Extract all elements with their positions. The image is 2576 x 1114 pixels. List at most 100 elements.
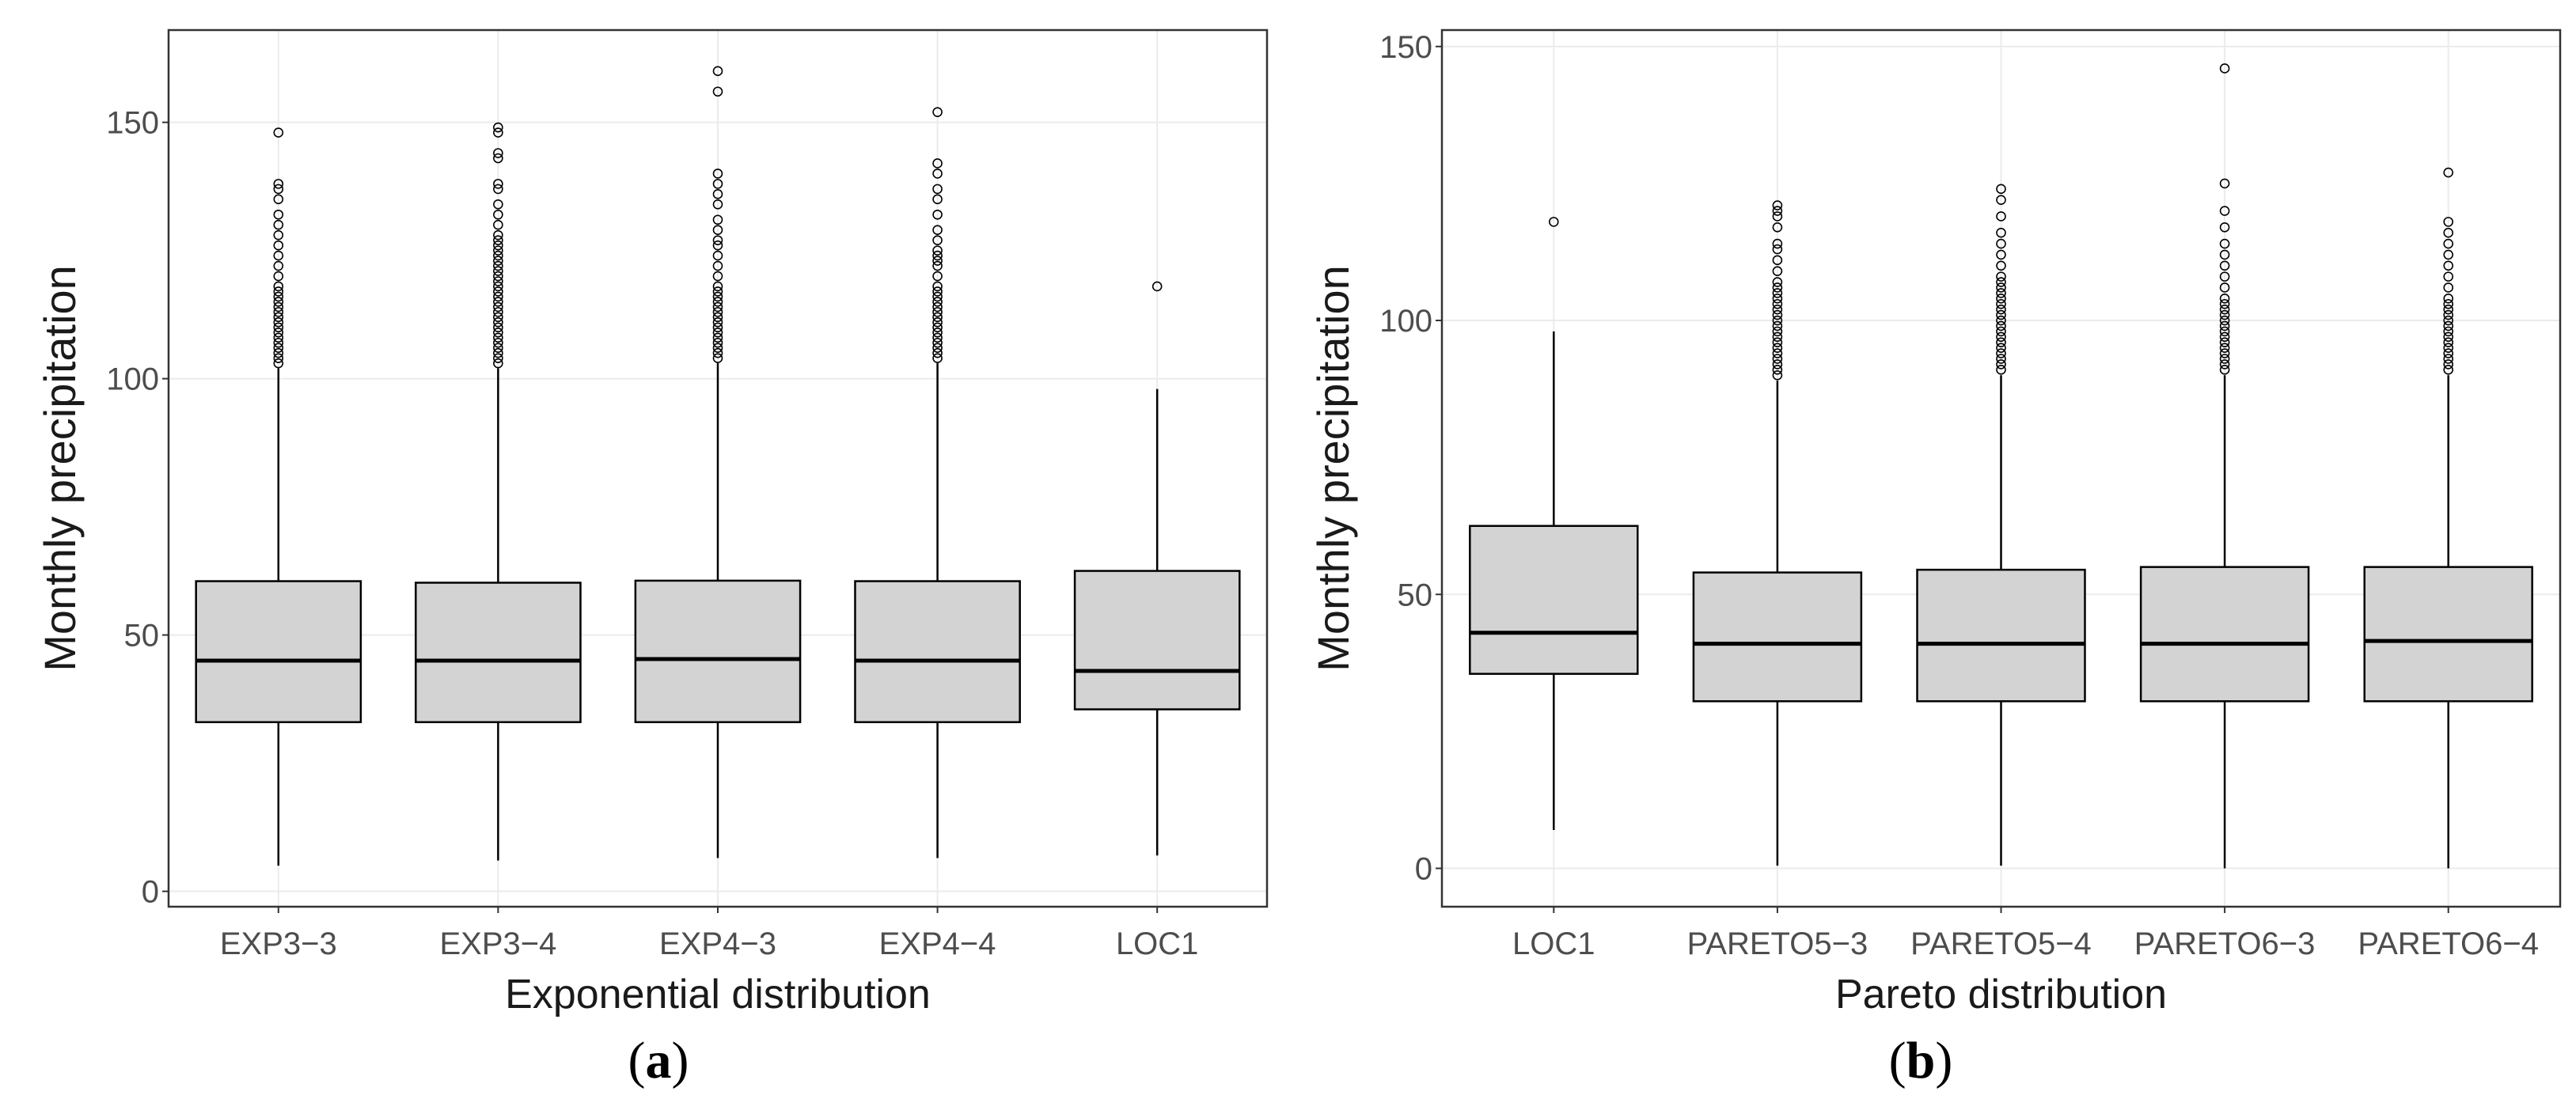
outlier-point (932, 256, 943, 266)
outlier-point (1772, 200, 1783, 210)
outlier-point (1772, 359, 1783, 369)
outlier-point (273, 327, 284, 338)
outlier-point (2443, 238, 2453, 249)
outlier-point (712, 189, 723, 199)
outlier-point (1996, 309, 2006, 320)
outlier-point (273, 250, 284, 261)
outlier-point (932, 307, 943, 317)
outlier-point (493, 307, 503, 317)
outlier-point (273, 312, 284, 323)
outlier-point (2443, 282, 2453, 293)
outlier-point (712, 225, 723, 236)
y-tick-label: 50 (1398, 578, 1433, 612)
outlier-point (2443, 320, 2453, 332)
x-tick-label: PARETO5−3 (1687, 926, 1868, 961)
y-tick-label: 150 (106, 106, 159, 141)
outlier-point (2219, 343, 2230, 353)
outlier-point (2443, 315, 2453, 326)
outlier-point (1996, 359, 2006, 369)
x-tick-label: LOC1 (1512, 926, 1595, 961)
outlier-point (1996, 277, 2006, 287)
outlier-point (712, 297, 723, 307)
box-iqr (2363, 566, 2533, 703)
outlier-point (712, 291, 723, 302)
x-tick-label: EXP4−3 (659, 926, 776, 961)
outlier-point (712, 235, 723, 245)
outlier-point (932, 297, 943, 307)
outlier-point (1772, 206, 1783, 216)
outlier-point (1996, 211, 2006, 222)
outlier-point (1996, 271, 2006, 282)
outlier-point (712, 260, 723, 271)
box-iqr (1073, 570, 1241, 710)
outlier-point (493, 322, 503, 333)
outlier-point (932, 209, 943, 220)
outlier-point (2443, 217, 2453, 227)
outlier-point (1996, 249, 2006, 260)
box-exp4-3 (634, 66, 802, 858)
outlier-point (273, 297, 284, 307)
box-iqr (195, 580, 362, 723)
outlier-point (2219, 315, 2230, 326)
outlier-point (2443, 326, 2453, 337)
outlier-point (932, 271, 943, 282)
outlier-point (2443, 271, 2453, 282)
outlier-point (1996, 365, 2006, 375)
x-tick-label: EXP3−4 (439, 926, 556, 961)
box-pareto5-3 (1692, 200, 1863, 866)
outlier-point (1772, 320, 1783, 332)
y-tick-label: 150 (1379, 30, 1432, 65)
outlier-point (273, 286, 284, 297)
outlier-point (712, 199, 723, 210)
outlier-point (493, 343, 503, 354)
outlier-point (2219, 63, 2230, 74)
outlier-point (1772, 238, 1783, 249)
outlier-point (2443, 359, 2453, 369)
outlier-point (2219, 294, 2230, 304)
outlier-point (1996, 326, 2006, 337)
outlier-point (2219, 260, 2230, 271)
x-tick-label: EXP3−3 (220, 926, 337, 961)
outlier-point (932, 332, 943, 343)
outlier-point (1996, 337, 2006, 348)
outlier-point (932, 260, 943, 271)
outlier-point (2443, 332, 2453, 343)
box-loc1 (1469, 217, 1639, 831)
box-exp3-4 (415, 122, 582, 861)
outlier-point (493, 266, 503, 276)
outlier-point (493, 276, 503, 286)
outlier-point (493, 271, 503, 282)
outlier-point (2219, 178, 2230, 189)
outlier-point (712, 301, 723, 313)
caption-a: (a) (628, 1032, 689, 1089)
outlier-point (1772, 222, 1783, 233)
outlier-point (273, 281, 284, 292)
y-tick-label: 100 (106, 362, 159, 397)
outlier-point (273, 271, 284, 282)
outlier-point (273, 219, 284, 230)
outlier-point (2219, 309, 2230, 320)
outlier-point (2443, 304, 2453, 315)
outlier-point (2219, 206, 2230, 216)
outlier-point (932, 158, 943, 169)
outlier-point (1772, 244, 1783, 255)
outlier-point (493, 256, 503, 266)
box-iqr (2139, 566, 2310, 703)
outlier-point (493, 327, 503, 338)
outlier-point (273, 347, 284, 358)
outlier-point (2443, 260, 2453, 271)
outlier-point (1772, 282, 1783, 293)
outlier-point (712, 332, 723, 343)
outlier-point (932, 169, 943, 179)
outlier-point (2443, 227, 2453, 238)
outlier-point (932, 281, 943, 292)
y-axis-title: Monthly precipitation (35, 265, 85, 672)
box-exp4-4 (854, 107, 1021, 858)
y-tick-label: 50 (124, 619, 160, 654)
outlier-point (493, 219, 503, 230)
outlier-point (712, 327, 723, 338)
outlier-point (2443, 249, 2453, 260)
outlier-point (493, 229, 503, 241)
outlier-point (2219, 365, 2230, 375)
outlier-point (273, 229, 284, 241)
